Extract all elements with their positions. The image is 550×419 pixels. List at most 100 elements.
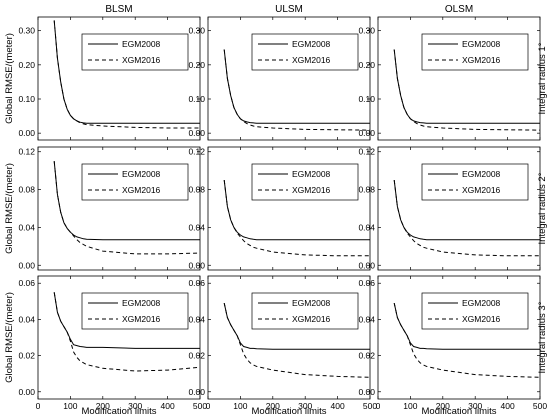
panel-frame [377, 146, 541, 271]
legend-box [81, 33, 189, 71]
column-title: OLSM [445, 4, 473, 15]
series-line-xgm2016 [223, 302, 371, 378]
x-tick-label: 500 [533, 401, 547, 411]
x-tick-label: 100 [403, 401, 417, 411]
y-tick-label: 0.12 [358, 147, 375, 157]
legend-label: EGM2008 [122, 298, 161, 308]
legend: EGM2008 XGM2016 [251, 292, 359, 330]
x-tick-label: 400 [501, 401, 515, 411]
y-tick-label: 0.10 [188, 94, 205, 104]
y-tick-label: 0.12 [188, 147, 205, 157]
series-line-xgm2016 [393, 180, 540, 257]
y-tick-label: 0.00 [358, 260, 375, 270]
panel: 0.00 0.04 0.08 0.12 EGM2008 XGM2016 [188, 146, 371, 271]
y-tick-label: 0.10 [358, 94, 375, 104]
x-axis-title: Modification limits [82, 406, 157, 417]
legend-label: EGM2008 [462, 169, 501, 179]
y-tick-label: 0.04 [358, 222, 375, 232]
x-tick-label: 400 [161, 401, 175, 411]
row-label: Integral radius 3° [537, 301, 548, 373]
legend-label: XGM2016 [462, 185, 501, 195]
legend: EGM2008 XGM2016 [421, 292, 529, 330]
y-tick-label: 0.02 [188, 351, 205, 361]
y-tick-label: 0.00 [358, 128, 375, 138]
x-tick-label: 200 [96, 401, 110, 411]
y-tick-label: 0.04 [188, 314, 205, 324]
column-title: ULSM [275, 4, 303, 15]
legend-label: XGM2016 [462, 314, 501, 324]
y-tick-label: 0.30 [18, 26, 35, 36]
y-tick-label: 0.00 [188, 387, 205, 397]
legend-label: EGM2008 [462, 39, 501, 49]
series-line-xgm2016 [223, 49, 371, 131]
legend-label: XGM2016 [122, 185, 161, 195]
legend: EGM2008 XGM2016 [81, 292, 189, 330]
y-tick-label: 0.20 [358, 60, 375, 70]
series-line-xgm2016 [393, 302, 541, 378]
legend-box [81, 163, 189, 201]
legend-box [81, 292, 189, 330]
legend-label: EGM2008 [292, 169, 331, 179]
y-tick-label: 0.06 [18, 278, 35, 288]
x-axis-title: Modification limits [422, 406, 497, 417]
y-tick-label: 0.08 [188, 185, 205, 195]
panel: 0.00 0.10 0.20 0.30 EGM2008 XGM2016 [358, 16, 541, 141]
x-tick-label: 300 [128, 401, 142, 411]
x-axis-title: Modification limits [252, 406, 327, 417]
legend-label: XGM2016 [292, 55, 331, 65]
legend-label: EGM2008 [292, 298, 331, 308]
legend-label: XGM2016 [462, 55, 501, 65]
panel-frame [37, 16, 201, 141]
legend-box [421, 163, 529, 201]
y-tick-label: 0.00 [18, 128, 35, 138]
legend-label: EGM2008 [462, 298, 501, 308]
legend-label: EGM2008 [292, 39, 331, 49]
series-line-xgm2016 [53, 161, 201, 255]
x-tick-label: 0 [206, 401, 211, 411]
legend-box [251, 163, 359, 201]
y-tick-label: 0.10 [18, 94, 35, 104]
x-tick-label: 500 [193, 401, 207, 411]
panel-frame [207, 16, 371, 141]
x-tick-label: 400 [331, 401, 345, 411]
y-tick-label: 0.04 [358, 314, 375, 324]
y-tick-label: 0.04 [18, 314, 35, 324]
row-label: Integral radius 2° [537, 172, 548, 244]
panel: 0.00 0.04 0.08 0.12 EGM2008 XGM2016 [358, 146, 541, 271]
y-tick-label: 0.08 [18, 185, 35, 195]
y-axis-title: Global RMSE/(meter) [4, 292, 15, 383]
row-label: Integral radius 1° [537, 42, 548, 114]
x-tick-label: 200 [436, 401, 450, 411]
y-tick-label: 0.02 [358, 351, 375, 361]
y-tick-label: 0.20 [18, 60, 35, 70]
panel-frame [37, 275, 201, 400]
panel: 0.00 0.10 0.20 0.30 EGM2008 XGM2016 [18, 16, 201, 141]
y-tick-label: 0.30 [188, 26, 205, 36]
column-title: BLSM [105, 4, 132, 15]
series-line-xgm2016 [53, 292, 201, 372]
y-tick-label: 0.00 [18, 387, 35, 397]
panel: 0.00 0.04 0.08 0.12 EGM2008 XGM2016 [18, 146, 201, 271]
legend-label: XGM2016 [122, 55, 161, 65]
panel-frame [37, 146, 201, 271]
series-line-xgm2016 [223, 180, 370, 257]
y-tick-label: 0.02 [18, 351, 35, 361]
legend: EGM2008 XGM2016 [251, 33, 359, 71]
y-tick-label: 0.20 [188, 60, 205, 70]
x-tick-label: 500 [363, 401, 377, 411]
legend-box [421, 292, 529, 330]
legend-label: XGM2016 [292, 314, 331, 324]
x-tick-label: 0 [376, 401, 381, 411]
legend-label: XGM2016 [122, 314, 161, 324]
x-tick-label: 200 [266, 401, 280, 411]
y-tick-label: 0.06 [358, 278, 375, 288]
panel: 0.00 0.10 0.20 0.30 EGM2008 XGM2016 [188, 16, 371, 141]
panel-frame [377, 275, 541, 400]
x-tick-label: 300 [468, 401, 482, 411]
legend-box [251, 292, 359, 330]
x-tick-label: 300 [298, 401, 312, 411]
y-tick-label: 0.00 [358, 387, 375, 397]
x-tick-label: 100 [63, 401, 77, 411]
legend: EGM2008 XGM2016 [421, 163, 529, 201]
